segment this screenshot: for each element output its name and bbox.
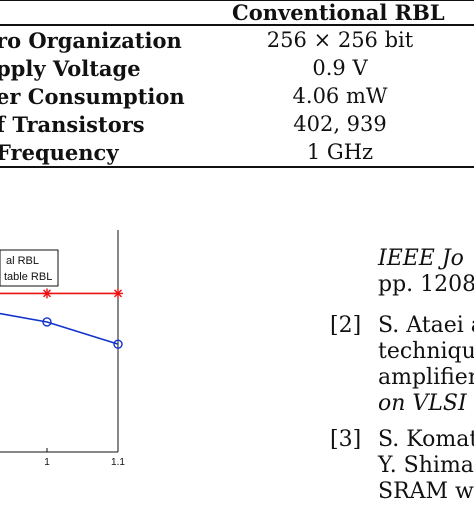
reference-line: on VLSI xyxy=(378,391,467,416)
data-point-circle xyxy=(113,339,123,349)
data-point-asterisk xyxy=(42,288,52,299)
legend-label-series-1: al RBL xyxy=(6,255,39,267)
data-point-circle xyxy=(42,317,52,327)
reference-number: [3] xyxy=(330,427,362,452)
chart-legend: al RBL table RBL xyxy=(0,249,59,287)
reference-line: technique xyxy=(378,339,474,364)
line-chart: 1 1.1 al RBL table RBL xyxy=(0,230,125,468)
reference-line: S. Komat xyxy=(378,427,474,452)
chart-axes: 1 1.1 xyxy=(0,230,125,468)
asterisk-stroke xyxy=(114,289,122,298)
table-bottom-rule xyxy=(0,166,474,168)
reference-line: amplifiers xyxy=(378,365,474,390)
table-header-conventional-rbl: Conventional RBL xyxy=(232,0,445,25)
reference-number: [2] xyxy=(330,313,362,338)
table-row-label: er Consumption xyxy=(0,84,185,109)
table-row-label: ro Organization xyxy=(0,28,182,53)
series-line-2 xyxy=(0,312,119,345)
table-row-value: 0.9 V xyxy=(312,56,368,80)
reference-line: Y. Shima xyxy=(378,453,474,478)
legend-label-series-2: table RBL xyxy=(4,271,52,283)
table-header-rule xyxy=(0,24,474,26)
chart-series-layer xyxy=(0,288,123,349)
table-top-rule xyxy=(0,0,474,1)
asterisk-stroke xyxy=(43,289,51,298)
x-tick-label: 1 xyxy=(44,457,50,468)
table-row-value: 1 GHz xyxy=(306,140,374,164)
table-row-value: 402, 939 xyxy=(293,112,387,136)
reference-line: SRAM w xyxy=(378,479,474,504)
reference-line: S. Ataei a xyxy=(378,313,474,338)
reference-line: pp. 1208– xyxy=(378,272,474,297)
table-row-label: Frequency xyxy=(0,140,119,165)
legend-box xyxy=(0,249,59,287)
table-row-label: f Transistors xyxy=(0,112,145,137)
table-row-value: 4.06 mW xyxy=(292,84,388,108)
reference-line: IEEE Jo xyxy=(378,246,464,271)
x-tick-label: 1.1 xyxy=(111,457,125,468)
table-row-value: 256 × 256 bit xyxy=(266,28,414,52)
table-row-label: pply Voltage xyxy=(0,56,141,81)
data-point-asterisk xyxy=(113,288,123,299)
